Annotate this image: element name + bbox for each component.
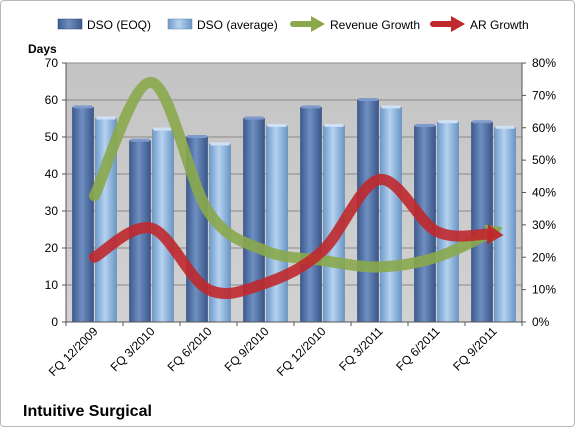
legend-label-dso-eoq: DSO (EOQ) xyxy=(87,18,151,32)
y-tick-label: 20 xyxy=(45,241,59,255)
bar-dso-average xyxy=(437,121,459,323)
bar-top-cap xyxy=(73,105,93,109)
bar-top-cap xyxy=(415,123,435,127)
y2-tick-label: 10% xyxy=(532,283,556,297)
bar-top-cap xyxy=(130,138,150,142)
x-tick-label: FQ 6/2010 xyxy=(165,324,215,374)
bar-top-cap xyxy=(438,120,458,124)
y2-tick-label: 40% xyxy=(532,186,556,200)
y-tick-label: 0 xyxy=(51,315,58,329)
y-axis-title: Days xyxy=(28,42,57,56)
y2-tick-label: 60% xyxy=(532,121,556,135)
legend-label-revenue-growth: Revenue Growth xyxy=(330,18,420,32)
y-tick-label: 60 xyxy=(45,93,59,107)
bar-top-cap xyxy=(381,105,401,109)
x-tick-label: FQ 9/2011 xyxy=(450,324,500,374)
legend-label-ar-growth: AR Growth xyxy=(470,18,529,32)
chart-title: Intuitive Surgical xyxy=(23,403,152,420)
line-series xyxy=(89,76,504,299)
line-ar-growth xyxy=(89,174,494,299)
x-tick-label: FQ 12/2009 xyxy=(46,324,101,379)
arrowhead-ar-growth xyxy=(486,224,504,245)
y2-tick-label: 70% xyxy=(532,88,556,102)
y-axis-ticks: 0 10 20 30 40 50 60 70 xyxy=(45,56,66,329)
bar-dso-eoq xyxy=(72,107,94,323)
bar-top-cap xyxy=(153,127,173,131)
legend-swatch-dso-eoq xyxy=(57,18,83,30)
bar-top-cap xyxy=(267,123,287,127)
x-axis-ticks: FQ 12/2009 FQ 3/2010 FQ 6/2010 FQ 9/2010 FQ … xyxy=(46,322,523,379)
legend-arrowhead-ar-growth xyxy=(451,16,465,32)
bar-top-cap xyxy=(472,120,492,124)
y2-tick-label: 30% xyxy=(532,218,556,232)
bar-top-cap xyxy=(187,135,207,138)
y-tick-label: 30 xyxy=(45,204,59,218)
y2-axis-ticks: 0% 10% 20% 30% 40% 50% 60% 70% 80% xyxy=(522,56,556,329)
x-tick-label: FQ 6/2011 xyxy=(393,324,443,374)
bar-top-cap xyxy=(358,98,378,101)
legend-swatch-dso-average xyxy=(167,18,193,30)
bar-top-cap xyxy=(301,105,321,109)
bar-top-cap xyxy=(324,123,344,127)
line-revenue-growth xyxy=(89,76,494,273)
y2-tick-label: 80% xyxy=(532,56,556,70)
bar-dso-eoq xyxy=(300,107,322,323)
bar-dso-average xyxy=(380,107,402,323)
legend-arrowhead-revenue-growth xyxy=(311,16,325,32)
bar-dso-eoq xyxy=(471,121,493,323)
bar-top-cap xyxy=(495,125,515,129)
y-tick-label: 70 xyxy=(45,56,59,70)
y2-tick-label: 20% xyxy=(532,250,556,264)
y-tick-label: 40 xyxy=(45,167,59,181)
legend-label-dso-average: DSO (average) xyxy=(197,18,278,32)
x-tick-label: FQ 3/2010 xyxy=(108,324,158,374)
legend: DSO (EOQ) DSO (average) Revenue Growth A… xyxy=(57,16,529,32)
bar-top-cap xyxy=(210,142,230,146)
x-tick-label: FQ 12/2010 xyxy=(274,324,329,379)
y-tick-label: 10 xyxy=(45,278,59,292)
bar-dso-average xyxy=(266,125,288,323)
y-tick-label: 50 xyxy=(45,130,59,144)
bar-dso-average xyxy=(494,127,516,323)
y2-tick-label: 50% xyxy=(532,153,556,167)
x-tick-label: FQ 3/2011 xyxy=(336,324,386,374)
x-tick-label: FQ 9/2010 xyxy=(222,324,272,374)
bar-dso-eoq xyxy=(357,99,379,323)
bar-top-cap xyxy=(96,116,116,120)
bar-top-cap xyxy=(244,116,264,120)
y2-tick-label: 0% xyxy=(532,315,550,329)
